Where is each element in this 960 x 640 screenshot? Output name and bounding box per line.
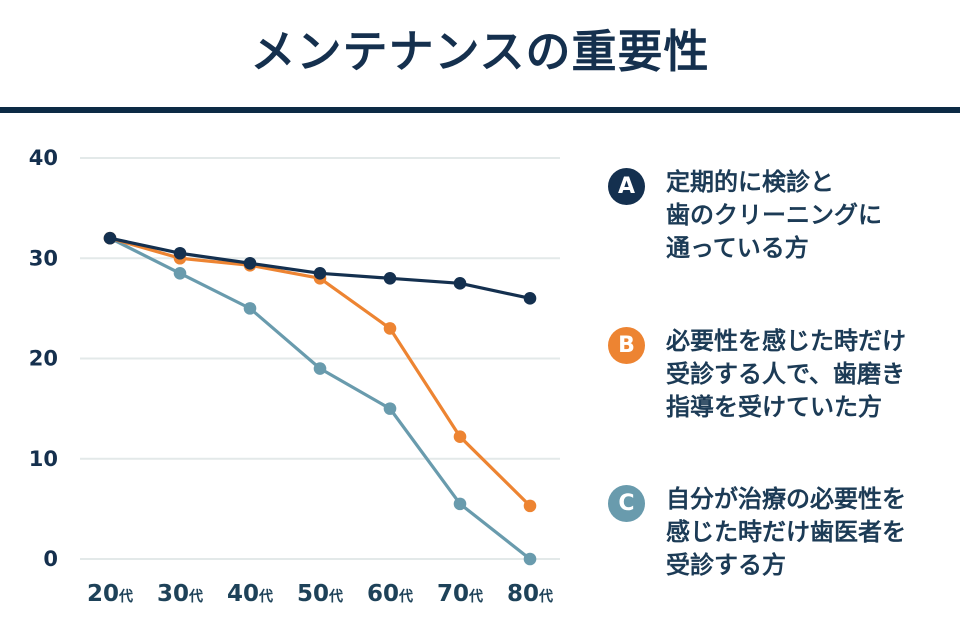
y-tick-label: 20: [29, 347, 58, 371]
series-a-point: [103, 231, 117, 245]
series-c-point: [243, 302, 257, 315]
series-c-point: [313, 362, 327, 375]
gridlines: 0 10 20 30 40: [29, 146, 560, 571]
series-c-point: [173, 266, 187, 280]
series-c-point: [453, 497, 467, 511]
x-tick-label: 20代: [87, 581, 133, 607]
series-a-point: [173, 246, 187, 260]
series-c-point: [523, 552, 537, 566]
legend-text-b: 必要性を感じた時だけ 受診する人で、歯磨き 指導を受けていた方: [666, 326, 906, 421]
x-tick-label: 40代: [227, 581, 273, 607]
series-a-point: [243, 256, 257, 270]
series-c-point: [383, 402, 397, 415]
legend-text-a: 定期的に検診と 歯のクリーニングに 通っている方: [666, 168, 882, 262]
x-axis-labels: 20代 30代 40代 50代 60代 70代 80代: [87, 581, 553, 607]
legend-text-c: 自分が治療の必要性を 感じた時だけ歯医者を 受診する方: [666, 485, 906, 579]
chart-area: 0 10 20 30 40 20代 30代 40代 50代 60代 70代 80代: [0, 120, 600, 620]
series-a-point: [313, 266, 327, 280]
line-chart: 0 10 20 30 40 20代 30代 40代 50代 60代 70代 80代: [29, 146, 560, 607]
series-a-point: [383, 272, 397, 285]
y-tick-label: 40: [29, 146, 58, 170]
x-tick-label: 70代: [437, 581, 483, 607]
x-tick-label: 50代: [297, 581, 343, 607]
x-tick-label: 30代: [157, 581, 203, 607]
legend-badge-c: C: [608, 485, 645, 522]
series-b-point: [383, 322, 397, 335]
page-title: メンテナンスの重要性: [250, 25, 710, 78]
legend-badge-b: B: [608, 326, 645, 364]
x-tick-label: 80代: [507, 581, 553, 607]
series-a: [103, 231, 537, 305]
legend-item-a: A 定期的に検診と 歯のクリーニングに 通っている方: [608, 166, 882, 265]
legend-item-c: C 自分が治療の必要性を 感じた時だけ歯医者を 受診する方: [608, 483, 906, 582]
y-tick-label: 10: [29, 447, 58, 471]
legend-item-b: B 必要性を感じた時だけ 受診する人で、歯磨き 指導を受けていた方: [608, 325, 906, 424]
legend: A 定期的に検診と 歯のクリーニングに 通っている方 B 必要性を感じた時だけ 受診す…: [608, 0, 953, 640]
y-tick-label: 30: [29, 246, 58, 270]
series-a-point: [453, 277, 467, 290]
series-b-point: [523, 499, 537, 513]
series-b-point: [453, 430, 467, 443]
series-a-point: [523, 292, 537, 305]
y-tick-label: 0: [43, 547, 58, 571]
title-divider: [0, 107, 960, 113]
x-tick-label: 60代: [367, 581, 413, 607]
legend-badge-a: A: [608, 168, 645, 205]
